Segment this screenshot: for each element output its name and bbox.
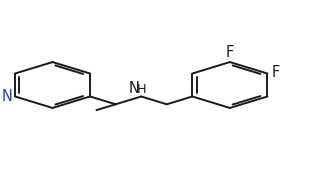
Text: H: H — [136, 83, 146, 96]
Text: N: N — [129, 81, 140, 96]
Text: F: F — [271, 65, 279, 80]
Text: N: N — [2, 89, 12, 104]
Text: F: F — [226, 45, 234, 60]
